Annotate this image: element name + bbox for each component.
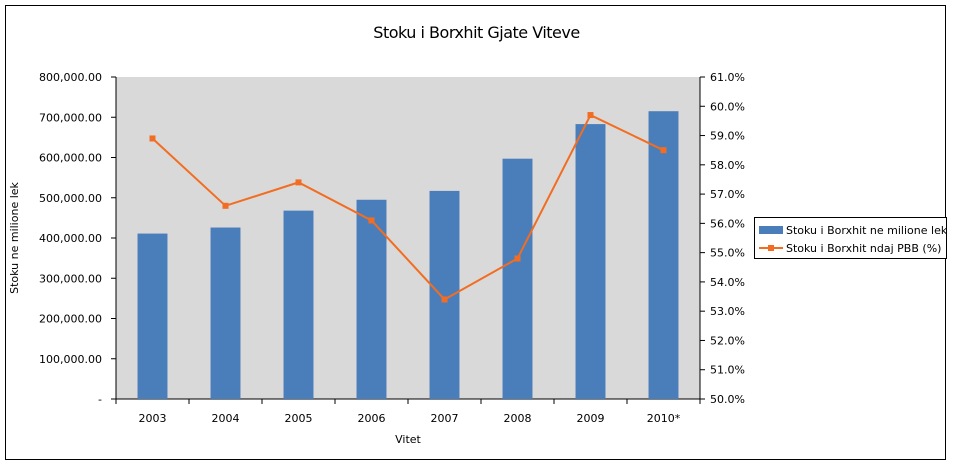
y-tick-label-right: 60.0%	[710, 100, 745, 113]
y-tick-label-left: 400,000.00	[39, 232, 102, 245]
bar	[429, 190, 460, 399]
y-tick-label-right: 58.0%	[710, 159, 745, 172]
y-tick-label-right: 54.0%	[710, 276, 745, 289]
line-series	[151, 113, 664, 301]
y-axis-title: Stoku ne milione lek	[8, 181, 21, 293]
bar	[137, 233, 168, 399]
bar	[210, 227, 241, 399]
x-tick-label: 2009	[577, 412, 605, 425]
y-tick-label-left: -	[98, 393, 102, 406]
legend: Stoku i Borxhit ne milione lek Stoku i B…	[754, 217, 947, 259]
y-tick-label-right: 61.0%	[710, 71, 745, 84]
y-tick-label-left: 500,000.00	[39, 192, 102, 205]
x-tick-label: 2005	[285, 412, 313, 425]
x-tick-label: 2003	[139, 412, 167, 425]
line-marker	[222, 202, 229, 209]
legend-item-bars: Stoku i Borxhit ne milione lek	[759, 222, 947, 238]
y-tick-label-right: 53.0%	[710, 305, 745, 318]
bar	[283, 210, 314, 399]
y-tick-label-left: 600,000.00	[39, 152, 102, 165]
legend-line-swatch	[759, 244, 783, 252]
y-tick-label-right: 52.0%	[710, 334, 745, 347]
y-tick-label-right: 57.0%	[710, 188, 745, 201]
line-marker	[149, 135, 156, 142]
x-tick-label: 2007	[431, 412, 459, 425]
y-tick-label-right: 55.0%	[710, 247, 745, 260]
line-marker	[587, 112, 594, 119]
y-tick-label-left: 800,000.00	[39, 71, 102, 84]
bar	[502, 158, 533, 399]
y-tick-label-left: 700,000.00	[39, 111, 102, 124]
y-tick-label-left: 300,000.00	[39, 272, 102, 285]
y-tick-label-right: 51.0%	[710, 364, 745, 377]
legend-item-line: Stoku i Borxhit ndaj PBB (%)	[759, 240, 941, 256]
line-marker	[368, 217, 375, 224]
bar	[356, 199, 387, 399]
y-tick-label-right: 59.0%	[710, 130, 745, 143]
bar	[575, 124, 606, 399]
legend-label-bars: Stoku i Borxhit ne milione lek	[786, 223, 948, 237]
line-marker	[660, 147, 667, 154]
x-tick-label: 2008	[504, 412, 532, 425]
bar	[648, 111, 679, 400]
y-tick-label-right: 50.0%	[710, 393, 745, 406]
y-tick-label-right: 56.0%	[710, 217, 745, 230]
y-tick-label-left: 200,000.00	[39, 313, 102, 326]
x-tick-label: 2010*	[647, 412, 681, 425]
line-marker	[441, 296, 448, 303]
line-marker	[514, 255, 521, 262]
x-axis-title: Vitet	[395, 433, 421, 446]
line-marker	[295, 179, 302, 186]
chart-title: Stoku i Borxhit Gjate Viteve	[373, 23, 580, 42]
legend-label-line: Stoku i Borxhit ndaj PBB (%)	[786, 241, 942, 255]
x-tick-label: 2004	[212, 412, 240, 425]
y-tick-label-left: 100,000.00	[39, 353, 102, 366]
legend-bar-swatch	[759, 226, 783, 234]
x-tick-label: 2006	[358, 412, 386, 425]
